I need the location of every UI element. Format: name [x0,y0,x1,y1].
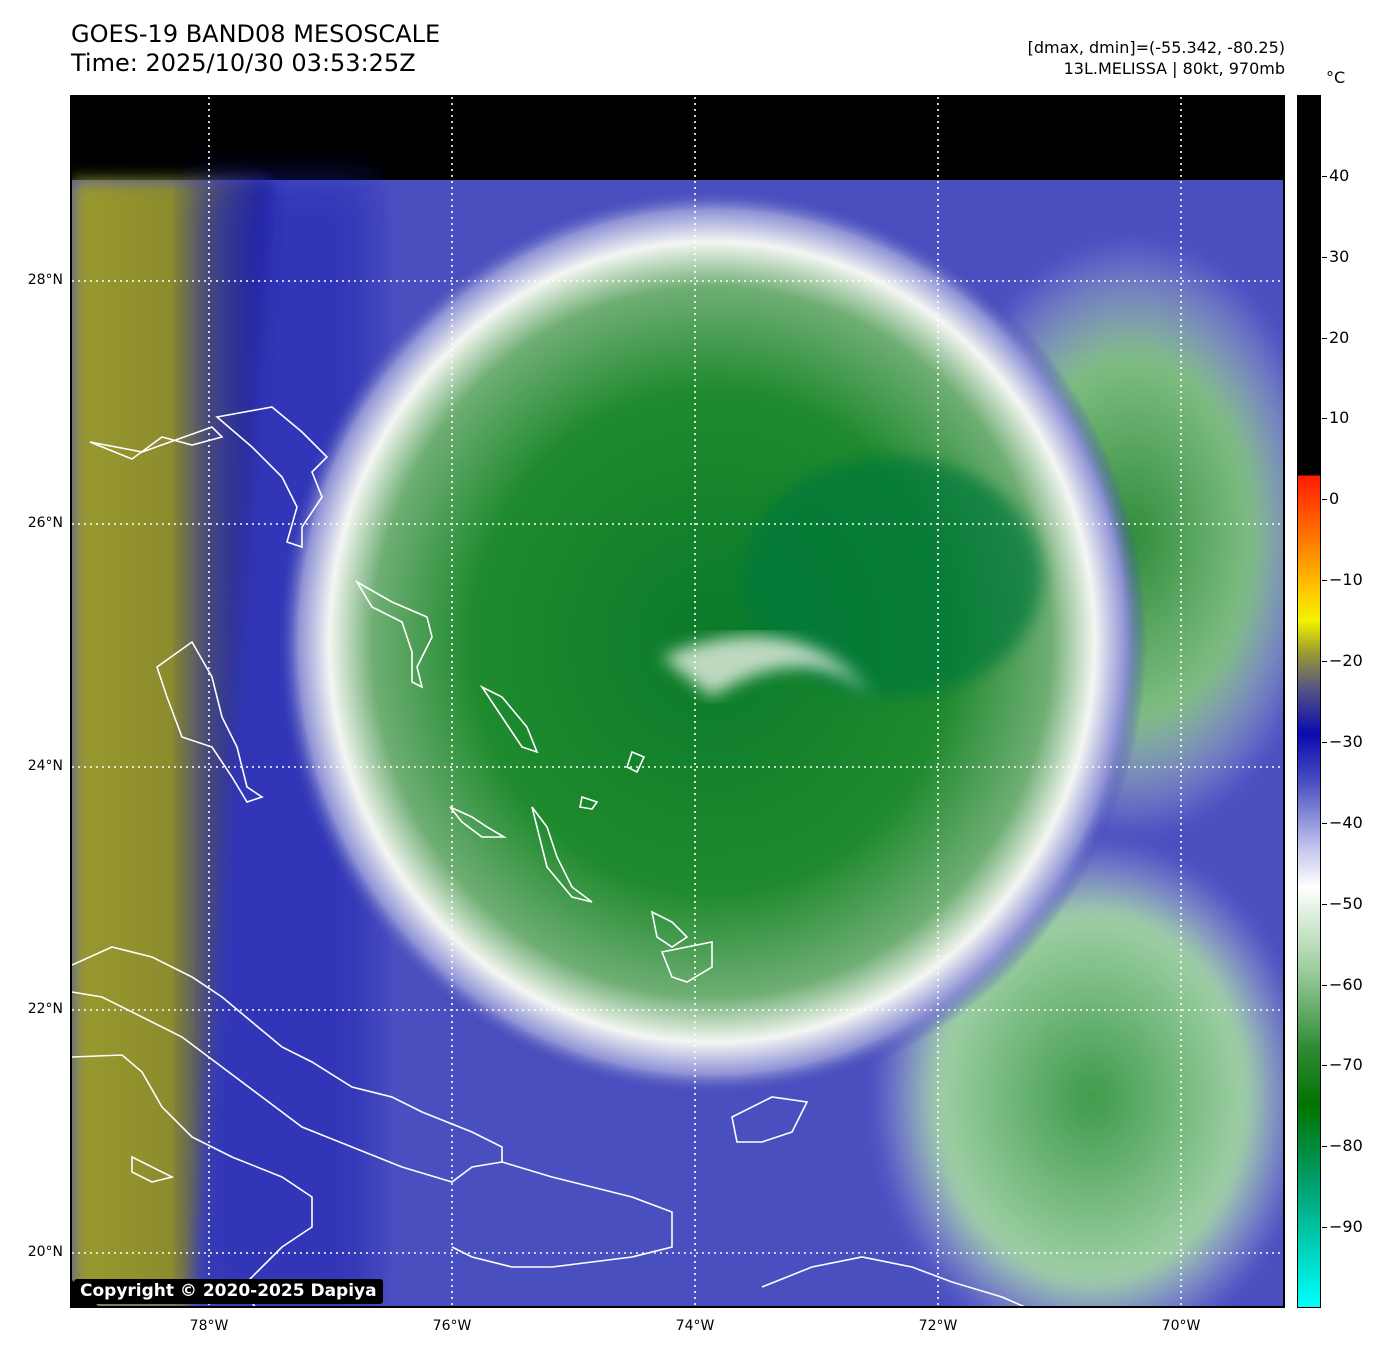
colorbar-tick-label: 0 [1329,489,1340,509]
coastline-long-island [531,806,593,903]
coastlines [72,406,1025,1306]
coastline-eleuthera [354,579,433,689]
longitude-label: 74°W [675,1318,715,1334]
colorbar-tick [1322,1146,1327,1148]
colorbar-tick [1322,175,1327,177]
graticule [72,97,1283,1306]
colorbar-tick-label: −40 [1329,812,1363,832]
coastline-san-salvador [626,750,646,774]
colorbar-tick-label: 40 [1329,165,1350,185]
latitude-label: 26°N [27,515,63,531]
longitude-label: 76°W [432,1318,472,1334]
colorbar-tick [1322,256,1327,258]
coastline-abaco [215,406,329,549]
colorbar-tick-label: 20 [1329,327,1350,347]
colorbar-tick-label: −10 [1329,570,1363,590]
colorbar-tick-label: −80 [1329,1136,1363,1156]
title-time: Time: 2025/10/30 03:53:25Z [71,49,416,77]
coastline-isla-juventud [131,1155,175,1183]
latitude-label: 20°N [27,1244,63,1260]
colorbar-tick [1322,741,1327,743]
coastline-caicos [731,1096,809,1143]
longitude-label: 78°W [189,1318,229,1334]
colorbar-tick [1322,903,1327,905]
colorbar-tick-label: 10 [1329,408,1350,428]
coastline-long-island-a [449,806,507,838]
coastline-cuba-north [72,946,503,1183]
colorbar-tick [1322,984,1327,986]
satellite-imagery [72,97,1283,1306]
colorbar-tick-label: −30 [1329,731,1363,751]
colorbar-tick [1322,1065,1327,1067]
colorbar-tick-label: −20 [1329,651,1363,671]
coastline-inagua [660,941,713,983]
colorbar-tick [1322,822,1327,824]
storm-info: [dmax, dmin]=(-55.342, -80.25) 13L.MELISS… [1028,37,1285,79]
satellite-map[interactable]: Copyright © 2020-2025 Dapiya [70,95,1285,1308]
latitude-label: 28°N [27,272,63,288]
colorbar-tick-label: −90 [1329,1217,1363,1237]
colorbar-tick [1322,499,1327,501]
colorbar-tick-label: −70 [1329,1055,1363,1075]
latitude-label: 22°N [27,1001,63,1017]
colorbar-tick [1322,1227,1327,1229]
colorbar-tick-label: −60 [1329,974,1363,994]
colorbar-tick [1322,661,1327,663]
map-title: GOES-19 BAND08 MESOSCALE Time: 2025/10/30… [71,20,440,78]
coastline-cuba-east [451,1161,673,1268]
spiral-band [662,636,872,697]
longitude-label: 72°W [918,1318,958,1334]
coastline-grand-bahama [89,426,224,460]
latitude-label: 24°N [27,758,63,774]
coastline-andros [156,640,264,803]
coastline-cuba-south [72,1054,313,1306]
colorbar-tick-label: −50 [1329,893,1363,913]
colorbar-tick [1322,337,1327,339]
longitude-label: 70°W [1161,1318,1201,1334]
storm-name-intensity: 13L.MELISSA | 80kt, 970mb [1063,59,1285,78]
copyright-notice: Copyright © 2020-2025 Dapiya [74,1279,383,1304]
colorbar-unit: °C [1326,68,1346,87]
cold-cloud-tops [742,457,1042,697]
colorbar-tick-label: 30 [1329,246,1350,266]
coastline-cat-island [479,684,539,754]
colorbar-tick [1322,580,1327,582]
colorbar [1297,95,1321,1308]
coastline-acklins [650,910,689,948]
colorbar-tick [1322,418,1327,420]
coastline-rum-cay [579,795,599,810]
coastline-hispaniola [761,1256,1025,1306]
data-range: [dmax, dmin]=(-55.342, -80.25) [1027,38,1285,57]
title-product: GOES-19 BAND08 MESOSCALE [71,20,441,48]
